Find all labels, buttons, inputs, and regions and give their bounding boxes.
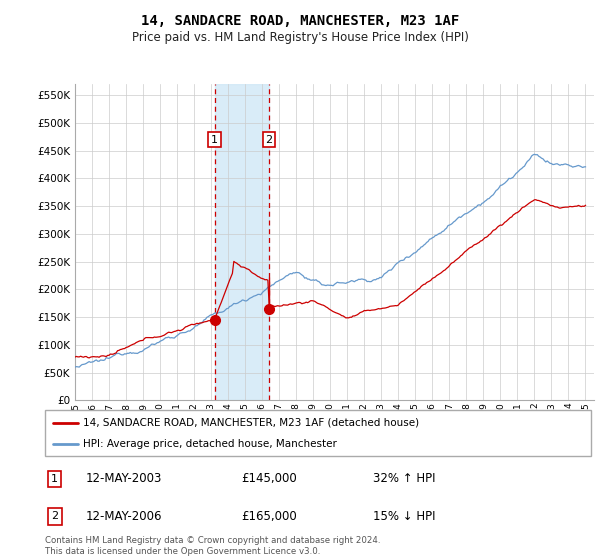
Text: 15% ↓ HPI: 15% ↓ HPI (373, 510, 435, 523)
FancyBboxPatch shape (45, 410, 591, 456)
Text: HPI: Average price, detached house, Manchester: HPI: Average price, detached house, Manc… (83, 439, 337, 449)
Text: £145,000: £145,000 (242, 472, 298, 485)
Text: 32% ↑ HPI: 32% ↑ HPI (373, 472, 435, 485)
Text: 2: 2 (265, 134, 272, 144)
Text: 12-MAY-2006: 12-MAY-2006 (86, 510, 163, 523)
Bar (215, 84, 269, 400)
Text: Price paid vs. HM Land Registry's House Price Index (HPI): Price paid vs. HM Land Registry's House … (131, 31, 469, 44)
Text: Contains HM Land Registry data © Crown copyright and database right 2024.
This d: Contains HM Land Registry data © Crown c… (45, 536, 380, 556)
Text: 2: 2 (51, 511, 58, 521)
Text: 14, SANDACRE ROAD, MANCHESTER, M23 1AF (detached house): 14, SANDACRE ROAD, MANCHESTER, M23 1AF (… (83, 418, 419, 428)
Text: 14, SANDACRE ROAD, MANCHESTER, M23 1AF: 14, SANDACRE ROAD, MANCHESTER, M23 1AF (141, 14, 459, 28)
Text: 1: 1 (211, 134, 218, 144)
Text: 1: 1 (52, 474, 58, 484)
Text: £165,000: £165,000 (242, 510, 298, 523)
Text: 12-MAY-2003: 12-MAY-2003 (86, 472, 163, 485)
